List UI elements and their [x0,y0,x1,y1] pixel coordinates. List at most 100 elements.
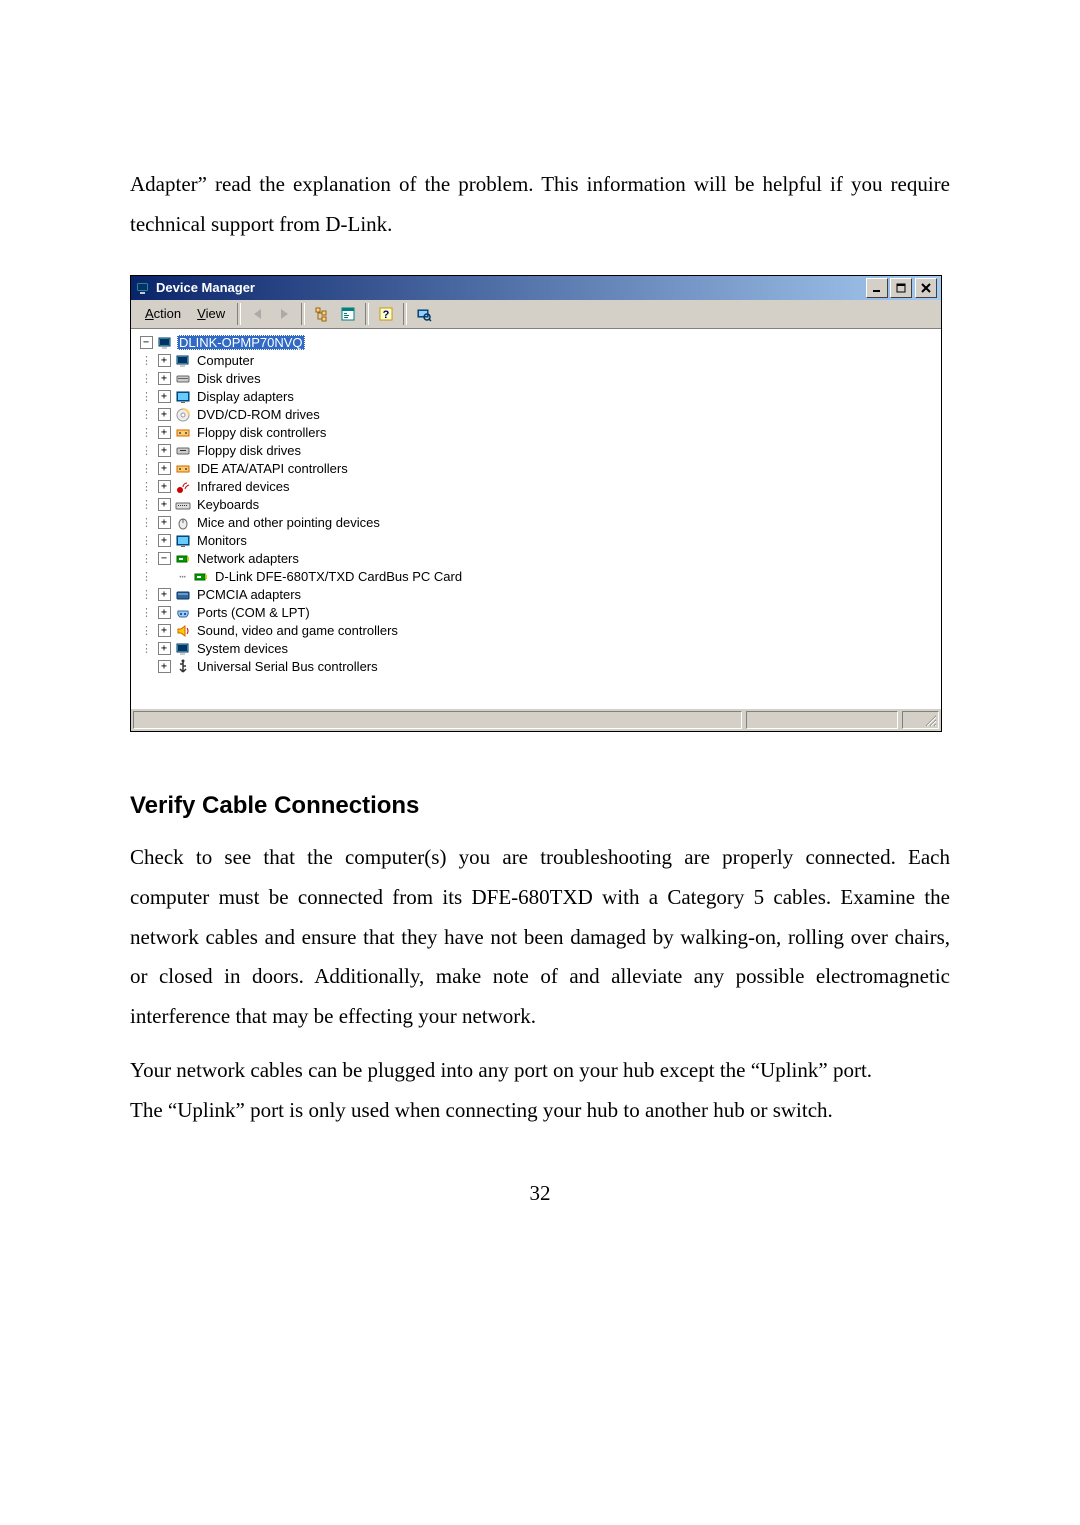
expand-icon[interactable]: + [158,426,171,439]
tree-item-label: D-Link DFE-680TX/TXD CardBus PC Card [213,569,464,584]
paragraph-2: Check to see that the computer(s) you ar… [130,838,950,1037]
tree-item-label: DVD/CD-ROM drives [195,407,322,422]
expand-icon[interactable]: + [158,354,171,367]
menu-action[interactable]: Action [137,304,189,323]
section-heading: Verify Cable Connections [130,792,950,820]
expand-icon[interactable]: + [158,588,171,601]
statusbar [131,708,941,731]
expand-icon[interactable]: + [158,660,171,673]
tree-item-label: Ports (COM & LPT) [195,605,312,620]
separator [403,303,407,325]
titlebar: Device Manager [131,276,941,300]
separator [237,303,241,325]
computer-icon [175,353,191,369]
forward-button[interactable] [272,303,296,325]
properties-icon[interactable] [336,303,360,325]
infrared-icon [175,479,191,495]
status-pane [746,711,898,729]
port-icon [175,605,191,621]
paragraph-3b: The “Uplink” port is only used when conn… [130,1098,833,1122]
back-button[interactable] [246,303,270,325]
tree-item-mice[interactable]: ⋮ + Mice and other pointing devices [137,514,935,532]
expand-icon[interactable]: + [158,408,171,421]
expand-icon[interactable]: + [158,498,171,511]
tree-item-monitors[interactable]: ⋮ + Monitors [137,532,935,550]
maximize-button[interactable] [890,278,912,298]
menu-view[interactable]: View [189,304,233,323]
tree-item-label: PCMCIA adapters [195,587,303,602]
tree-item-label: Mice and other pointing devices [195,515,382,530]
tree-item-floppy-drives[interactable]: ⋮ + Floppy disk drives [137,442,935,460]
intro-paragraph: Adapter” read the explanation of the pro… [130,165,950,245]
separator [365,303,369,325]
expand-icon[interactable]: + [158,444,171,457]
toolbar: Action View ? [131,300,941,329]
page-number: 32 [130,1181,950,1206]
network-card-icon [193,569,209,585]
tree-item-infrared[interactable]: ⋮ + Infrared devices [137,478,935,496]
separator [301,303,305,325]
tree-root[interactable]: − DLINK-OPMP70NVQ [137,334,935,352]
tree-item-label: System devices [195,641,290,656]
paragraph-3a: Your network cables can be plugged into … [130,1058,872,1082]
tree-item-sound[interactable]: ⋮ + Sound, video and game controllers [137,622,935,640]
tree-item-network-card[interactable]: ⋮ ⋯ D-Link DFE-680TX/TXD CardBus PC Card [137,568,935,586]
collapse-icon[interactable]: − [140,336,153,349]
tree-item-label: IDE ATA/ATAPI controllers [195,461,350,476]
tree-item-label: Network adapters [195,551,301,566]
expand-icon[interactable]: + [158,642,171,655]
window-title: Device Manager [156,280,864,295]
monitor-icon [175,533,191,549]
svg-text:?: ? [383,309,390,321]
paragraph-3: Your network cables can be plugged into … [130,1051,950,1131]
tree-item-keyboards[interactable]: ⋮ + Keyboards [137,496,935,514]
tree-item-label: Monitors [195,533,249,548]
tree-item-usb[interactable]: + Universal Serial Bus controllers [137,658,935,676]
computer-icon [157,335,173,351]
tree-item-label: Sound, video and game controllers [195,623,400,638]
tree-item-floppy-controllers[interactable]: ⋮ + Floppy disk controllers [137,424,935,442]
tree-item-dvd-cdrom[interactable]: ⋮ + DVD/CD-ROM drives [137,406,935,424]
expand-icon[interactable]: + [158,390,171,403]
tree-item-disk-drives[interactable]: ⋮ + Disk drives [137,370,935,388]
collapse-icon[interactable]: − [158,552,171,565]
tree-item-label: Universal Serial Bus controllers [195,659,380,674]
usb-icon [175,659,191,675]
keyboard-icon [175,497,191,513]
device-tree: − DLINK-OPMP70NVQ ⋮ + Computer ⋮ + Disk … [131,329,941,708]
network-icon [175,551,191,567]
resize-grip[interactable] [902,711,939,729]
tree-item-system-devices[interactable]: ⋮ + System devices [137,640,935,658]
tree-item-computer[interactable]: ⋮ + Computer [137,352,935,370]
expand-icon[interactable]: + [158,516,171,529]
tree-item-ports[interactable]: ⋮ + Ports (COM & LPT) [137,604,935,622]
expand-icon[interactable]: + [158,624,171,637]
tree-item-label: Floppy disk controllers [195,425,328,440]
expand-icon[interactable]: + [158,534,171,547]
expand-icon[interactable]: + [158,372,171,385]
pcmcia-icon [175,587,191,603]
expand-icon[interactable]: + [158,480,171,493]
tree-item-network-adapters[interactable]: ⋮ − Network adapters [137,550,935,568]
minimize-button[interactable] [866,278,888,298]
display-icon [175,389,191,405]
tree-item-pcmcia[interactable]: ⋮ + PCMCIA adapters [137,586,935,604]
tree-item-label: Infrared devices [195,479,292,494]
tree-item-label: Floppy disk drives [195,443,303,458]
controller-icon [175,461,191,477]
expand-icon[interactable]: + [158,462,171,475]
help-icon[interactable]: ? [374,303,398,325]
tree-item-label: Display adapters [195,389,296,404]
mouse-icon [175,515,191,531]
expand-icon[interactable]: + [158,606,171,619]
device-manager-window: Device Manager Action View [130,275,942,732]
scan-hardware-icon[interactable] [412,303,436,325]
tree-item-display-adapters[interactable]: ⋮ + Display adapters [137,388,935,406]
close-button[interactable] [915,278,937,298]
status-pane [133,711,742,729]
tree-root-label: DLINK-OPMP70NVQ [177,335,305,350]
tree-item-label: Computer [195,353,256,368]
tree-view-icon[interactable] [310,303,334,325]
tree-item-label: Keyboards [195,497,261,512]
tree-item-ide-controllers[interactable]: ⋮ + IDE ATA/ATAPI controllers [137,460,935,478]
